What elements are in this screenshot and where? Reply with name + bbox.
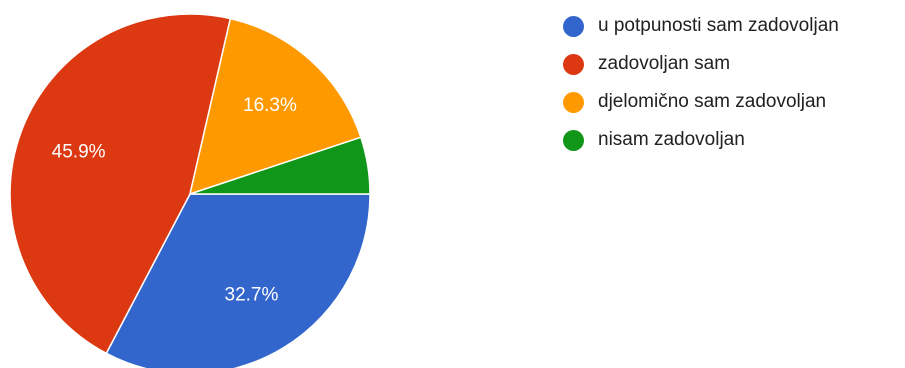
- legend-label: djelomično sam zadovoljan: [598, 91, 827, 112]
- legend-swatch: [563, 15, 584, 37]
- legend-label: nisam zadovoljan: [598, 129, 745, 150]
- pie-slice[interactable]: [105, 193, 371, 368]
- pie-labels: 32.7% 45.9% 16.3%: [52, 95, 297, 306]
- legend-swatch: [563, 129, 584, 151]
- legend-item[interactable]: u potpunosti sam zadovoljan: [563, 14, 839, 38]
- legend: u potpunosti sam zadovoljan zadovoljan s…: [563, 14, 839, 166]
- legend-label: zadovoljan sam: [598, 53, 731, 74]
- pie-slice[interactable]: [188, 17, 362, 196]
- pie-slice[interactable]: [9, 13, 232, 355]
- legend-swatch: [563, 91, 584, 113]
- pie-slice[interactable]: [189, 136, 371, 195]
- pie-slices: [9, 13, 371, 368]
- legend-item[interactable]: djelomično sam zadovoljan: [563, 90, 839, 114]
- slice-data-label: 45.9%: [52, 142, 106, 163]
- slice-data-label: 32.7%: [225, 285, 279, 306]
- legend-item[interactable]: nisam zadovoljan: [563, 128, 839, 152]
- legend-label: u potpunosti sam zadovoljan: [598, 15, 839, 36]
- legend-swatch: [563, 53, 584, 75]
- legend-item[interactable]: zadovoljan sam: [563, 52, 839, 76]
- slice-data-label: 16.3%: [243, 95, 297, 116]
